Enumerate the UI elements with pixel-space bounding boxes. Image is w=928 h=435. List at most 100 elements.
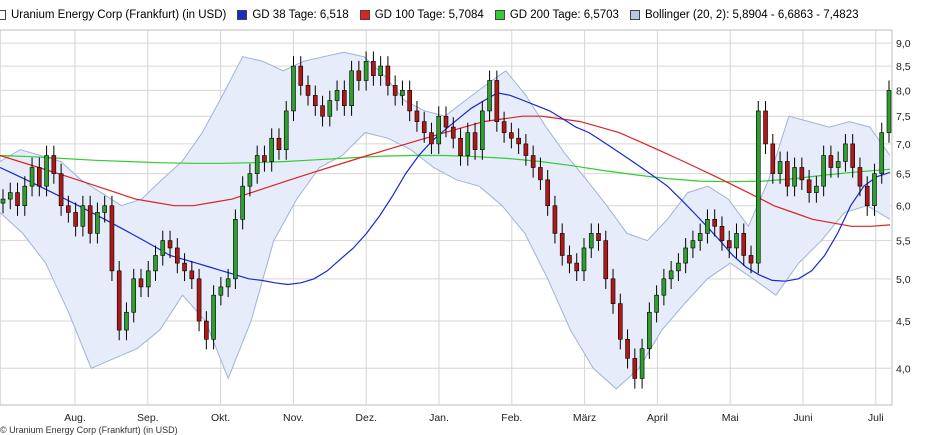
y-tick-label: 5,5 (896, 236, 911, 248)
candle-body (22, 185, 28, 207)
candle-body (763, 110, 768, 145)
candle-body (559, 233, 565, 256)
moving-averages (0, 92, 891, 286)
x-tick-label: Mai (722, 412, 739, 424)
candle-body (429, 132, 434, 145)
candle-body (450, 126, 456, 139)
candle-body (741, 233, 747, 256)
legend-item-price: Uranium Energy Corp (Frankfurt) (in USD) (0, 9, 226, 21)
legend-swatch-gd100 (359, 10, 370, 20)
candle-body (501, 121, 507, 133)
candle-body (814, 185, 819, 193)
candle-body (596, 233, 601, 241)
candle-body (349, 70, 354, 106)
candle-body (668, 270, 674, 280)
candle-body (327, 100, 333, 117)
candle-body (334, 90, 340, 101)
x-tick-label: Dez. (355, 412, 377, 424)
candle-body (283, 110, 289, 150)
candle-body (603, 240, 609, 280)
candle-body (225, 278, 231, 288)
candle-body (102, 205, 107, 213)
legend-swatch-bollinger (629, 10, 640, 20)
bollinger-lower-line (0, 132, 891, 390)
candle-body (843, 143, 848, 162)
candle-body (95, 212, 100, 234)
candle-body (480, 110, 485, 150)
candle-body (639, 348, 645, 379)
x-tick-label: Feb. (501, 412, 522, 424)
candle-body (748, 255, 754, 264)
legend-swatch-gd38 (237, 10, 248, 20)
candle-body (356, 70, 362, 81)
candle-body (530, 155, 536, 168)
candle-body (51, 155, 57, 174)
candle-body (145, 270, 151, 288)
candle-body (385, 65, 391, 86)
candle-body (545, 179, 550, 207)
candle-body (538, 167, 543, 181)
y-tick-label: 7,0 (896, 139, 911, 151)
legend-swatch-gd200 (494, 10, 505, 20)
chart-footer: © Uranium Energy Corp (Frankfurt) (in US… (0, 425, 178, 435)
legend-swatch-price (0, 10, 6, 20)
candle-body (777, 161, 783, 174)
candle-body (421, 121, 427, 133)
candle-body (262, 155, 267, 162)
x-tick-label: Nov. (283, 412, 304, 424)
candle-body (458, 137, 463, 156)
candle-body (879, 132, 885, 174)
candle-body (806, 179, 812, 193)
candle-body (705, 219, 710, 234)
y-tick-label: 4,5 (896, 316, 911, 328)
x-tick-label: Juni (793, 412, 812, 424)
candle-body (29, 167, 35, 187)
candle-body (196, 278, 202, 322)
x-axis-labels: Aug. Sep. Okt. Nov. Dez. Jan. Feb. März April Mai… (64, 412, 883, 424)
candle-body (690, 240, 696, 249)
x-tick-label: Sep. (137, 412, 159, 424)
legend-label-price: Uranium Energy Corp (Frankfurt) (in USD) (11, 9, 227, 21)
candle-body (465, 132, 471, 156)
candle-body (792, 167, 797, 187)
candle-body (821, 155, 826, 187)
candle-body (654, 294, 659, 313)
candle-body (58, 173, 64, 207)
legend-item-gd38: GD 38 Tage: 6,518 (237, 9, 349, 21)
candle-body (363, 61, 369, 81)
candle-body (581, 247, 587, 272)
candle-body (80, 205, 86, 227)
candle-body (66, 205, 71, 213)
candle-body (312, 95, 318, 106)
candle-body (204, 320, 209, 340)
candle-body (291, 65, 296, 112)
candle-body (712, 219, 718, 227)
x-tick-label: März (573, 412, 596, 424)
gd200-line (0, 154, 891, 183)
candle-body (392, 85, 398, 96)
bollinger-band-area (0, 52, 890, 389)
y-tick-label: 8,0 (896, 85, 911, 97)
candle-body (552, 205, 558, 234)
candle-body (835, 161, 841, 168)
candle-body (240, 185, 245, 220)
candle-body (523, 143, 529, 156)
candle-body (850, 143, 855, 168)
candle-body (886, 90, 892, 133)
x-tick-label: April (647, 412, 668, 424)
candle-body (647, 311, 652, 350)
candle-body (632, 358, 638, 379)
candle-body (124, 311, 129, 331)
y-axis-labels: 4,0 4,5 5,0 5,5 6,0 6,5 7,0 7,5 8,0 8,5 9,0 (896, 38, 911, 375)
candle-body (254, 155, 260, 174)
candle-body (167, 240, 173, 249)
candle-body (676, 262, 681, 272)
y-tick-label: 6,0 (896, 201, 911, 213)
candle-body (567, 255, 572, 264)
candle-body (872, 173, 877, 207)
candle-body (785, 161, 790, 187)
candle-body (218, 286, 224, 296)
candle-body (864, 185, 870, 207)
candle-body (247, 173, 253, 187)
